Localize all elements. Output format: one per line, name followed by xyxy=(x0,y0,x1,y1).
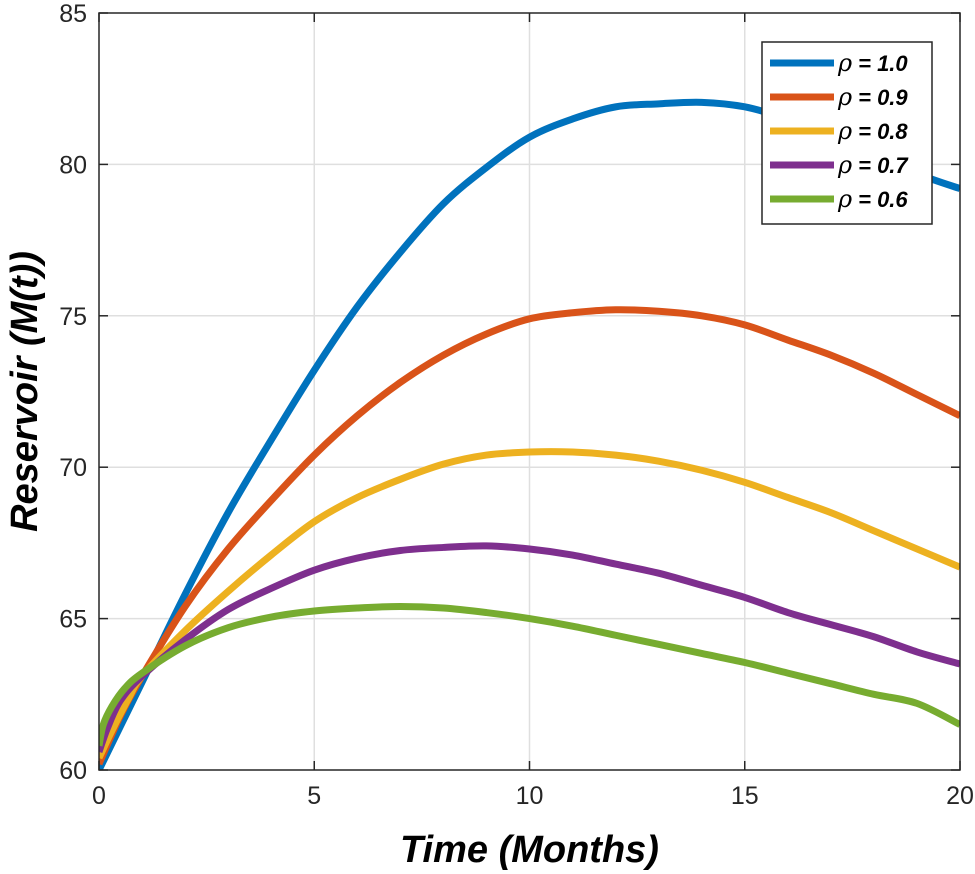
series-line-3 xyxy=(99,448,960,760)
legend-rho-symbol: ρ xyxy=(837,49,852,77)
legend-label: ρ = 1.0 xyxy=(837,49,908,77)
x-tick-label: 5 xyxy=(307,782,321,810)
legend-label: ρ = 0.6 xyxy=(837,185,908,213)
legend-rho-symbol: ρ xyxy=(837,83,852,111)
y-axis-title: Reservoir (M(t)) xyxy=(4,251,46,532)
series-line-5 xyxy=(99,602,960,747)
legend-label: ρ = 0.8 xyxy=(837,117,908,145)
x-tick-label: 20 xyxy=(946,782,974,810)
x-tick-label: 0 xyxy=(92,782,106,810)
y-tick-label: 75 xyxy=(59,303,87,331)
x-tick-label: 10 xyxy=(516,782,544,810)
y-tick-label: 60 xyxy=(59,757,87,785)
legend: ρ = 1.0ρ = 0.9ρ = 0.8ρ = 0.7ρ = 0.6 xyxy=(761,41,933,225)
legend-label: ρ = 0.7 xyxy=(837,151,909,179)
y-tick-label: 65 xyxy=(59,606,87,634)
legend-label-value: = 0.6 xyxy=(858,187,908,212)
x-axis-title: Time (Months) xyxy=(400,829,659,871)
y-tick-label: 85 xyxy=(59,0,87,28)
legend-label-value: = 1.0 xyxy=(858,51,908,76)
y-tick-label: 70 xyxy=(59,454,87,482)
legend-rho-symbol: ρ xyxy=(837,185,852,213)
legend-label-value: = 0.7 xyxy=(858,153,909,178)
x-axis-ticks: 0 5 10 15 20 xyxy=(92,13,974,810)
legend-rho-symbol: ρ xyxy=(837,151,852,179)
legend-label: ρ = 0.9 xyxy=(837,83,908,111)
x-tick-label: 15 xyxy=(731,782,759,810)
legend-label-value: = 0.9 xyxy=(858,85,908,110)
legend-label-value: = 0.8 xyxy=(858,119,908,144)
legend-rho-symbol: ρ xyxy=(837,117,852,145)
series-line-2 xyxy=(99,306,960,766)
y-axis-ticks: 60 65 70 75 80 85 xyxy=(59,0,960,785)
y-tick-label: 80 xyxy=(59,151,87,179)
